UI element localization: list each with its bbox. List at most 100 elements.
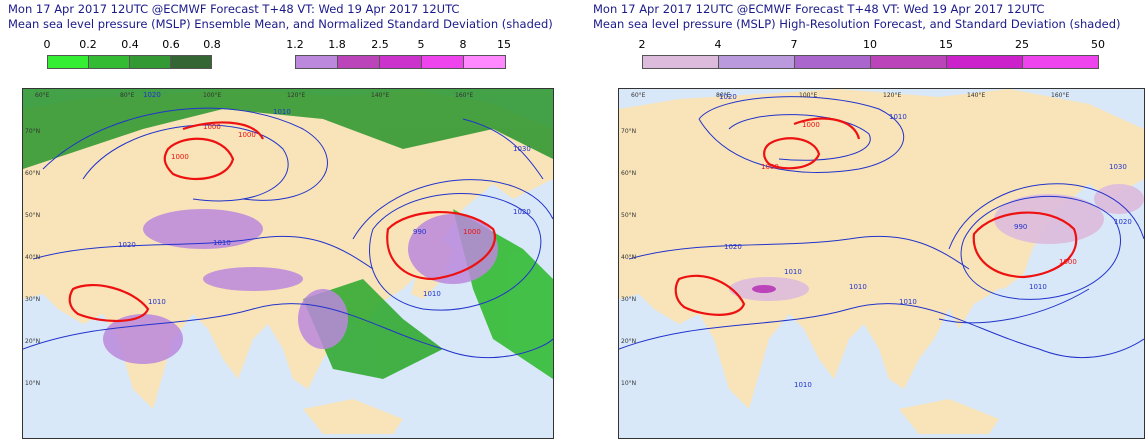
purple-shade-4 — [298, 289, 348, 349]
contour-label: 1010 — [849, 283, 867, 291]
lat-tick: 20°N — [25, 338, 40, 345]
colorbar-label: 4 — [714, 38, 722, 51]
contour-label: 1020 — [118, 241, 136, 249]
lon-tick: 100°E — [203, 92, 221, 99]
contour-label: 1010 — [899, 298, 917, 306]
contour-label: 1000 — [463, 228, 481, 236]
isobar — [369, 193, 542, 311]
colorbar-label: 2 — [638, 38, 646, 51]
contour-label: 990 — [413, 228, 426, 236]
colorbar-swatch — [421, 55, 464, 69]
colorbar-swatch — [88, 55, 130, 69]
low-contour — [68, 284, 150, 322]
purple-core — [752, 285, 776, 293]
left-title-line1: Mon 17 Apr 2017 12UTC @ECMWF Forecast T+… — [8, 2, 460, 16]
contour-label: 1020 — [143, 91, 161, 99]
isobar — [628, 235, 970, 270]
purple-shade-1 — [143, 209, 263, 249]
contour-label: 1000 — [802, 121, 820, 129]
contour-label: 1010 — [423, 290, 441, 298]
colorbar-label: 15 — [497, 38, 511, 51]
lon-tick: 140°E — [371, 92, 389, 99]
contour-label: 1020 — [513, 208, 531, 216]
lon-tick: 60°E — [35, 92, 50, 99]
left-purple-colorbar — [295, 55, 506, 69]
colorbar-label: 2.5 — [371, 38, 389, 51]
green-shade-north — [23, 89, 553, 169]
contour-label: 1000 — [171, 153, 189, 161]
colorbar-label: 0.6 — [162, 38, 180, 51]
lat-tick: 20°N — [621, 338, 636, 345]
contour-label: 990 — [1014, 223, 1027, 231]
colorbar-swatch — [642, 55, 719, 69]
purple-shade-3 — [103, 314, 183, 364]
contour-label: 1010 — [1029, 283, 1047, 291]
lon-tick: 160°E — [1051, 92, 1069, 99]
right-title-line1: Mon 17 Apr 2017 12UTC @ECMWF Forecast T+… — [593, 2, 1045, 16]
colorbar-label: 1.2 — [286, 38, 304, 51]
colorbar-label: 25 — [1015, 38, 1029, 51]
contour-label: 1030 — [513, 145, 531, 153]
purple-shade-3 — [1094, 184, 1144, 214]
contour-label: 1000 — [1059, 258, 1077, 266]
colorbar-label: 0.2 — [79, 38, 97, 51]
right-colorbar-labels: 2 4 7 10 15 25 50 — [625, 38, 1106, 52]
lon-tick: 120°E — [883, 92, 901, 99]
lat-tick: 30°N — [621, 296, 636, 303]
purple-shade-5 — [203, 267, 303, 291]
colorbar-swatch — [718, 55, 795, 69]
isobar — [82, 124, 289, 202]
colorbar-swatch — [870, 55, 947, 69]
lon-tick: 100°E — [799, 92, 817, 99]
contour-label: 1030 — [1109, 163, 1127, 171]
isobar — [948, 183, 1144, 250]
left-green-colorbar — [47, 55, 212, 69]
colorbar-swatch — [1022, 55, 1099, 69]
right-panel: Mon 17 Apr 2017 12UTC @ECMWF Forecast T+… — [585, 0, 1145, 439]
lat-tick: 40°N — [621, 254, 636, 261]
colorbar-swatch — [170, 55, 212, 69]
low-contour — [972, 211, 1078, 279]
contour-label: 1020 — [724, 243, 742, 251]
left-map: 1020 1010 1000 1000 1000 990 1000 1010 1… — [22, 88, 554, 439]
colorbar-label: 10 — [863, 38, 877, 51]
contour-label: 1000 — [761, 163, 779, 171]
colorbar-swatch — [295, 55, 338, 69]
lon-tick: 160°E — [455, 92, 473, 99]
isobar — [698, 96, 905, 173]
lon-tick: 120°E — [287, 92, 305, 99]
left-green-colorbar-labels: 0 0.2 0.4 0.6 0.8 — [32, 38, 221, 52]
lon-tick: 140°E — [967, 92, 985, 99]
contour-label: 1000 — [238, 131, 256, 139]
colorbar-swatch — [337, 55, 380, 69]
contour-label: 1010 — [148, 298, 166, 306]
lat-tick: 70°N — [621, 128, 636, 135]
contour-label: 1010 — [889, 113, 907, 121]
isobar — [32, 235, 374, 270]
colorbar-label: 15 — [939, 38, 953, 51]
lat-tick: 50°N — [621, 212, 636, 219]
contour-label: 1010 — [213, 239, 231, 247]
isobar — [728, 114, 871, 161]
colorbar-swatch — [47, 55, 89, 69]
land-indonesia — [303, 399, 403, 434]
colorbar-swatch — [794, 55, 871, 69]
low-contour — [386, 211, 496, 281]
colorbar-label: 50 — [1091, 38, 1105, 51]
left-panel: Mon 17 Apr 2017 12UTC @ECMWF Forecast T+… — [0, 0, 560, 439]
right-map: 1020 1010 1000 1000 1000 990 1020 1010 1… — [618, 88, 1145, 439]
colorbar-swatch — [129, 55, 171, 69]
isobar — [42, 107, 328, 201]
contour-label: 1010 — [794, 381, 812, 389]
contour-label: 1010 — [273, 108, 291, 116]
colorbar-swatch — [463, 55, 506, 69]
purple-shade-2 — [408, 214, 498, 284]
colorbar-swatch — [946, 55, 1023, 69]
lat-tick: 60°N — [621, 170, 636, 177]
lon-tick: 80°E — [716, 92, 731, 99]
colorbar-label: 0 — [43, 38, 51, 51]
contour-label: 1020 — [1114, 218, 1132, 226]
land-eurasia — [619, 89, 1144, 409]
land-indonesia — [899, 399, 999, 434]
isobar — [960, 195, 1121, 300]
